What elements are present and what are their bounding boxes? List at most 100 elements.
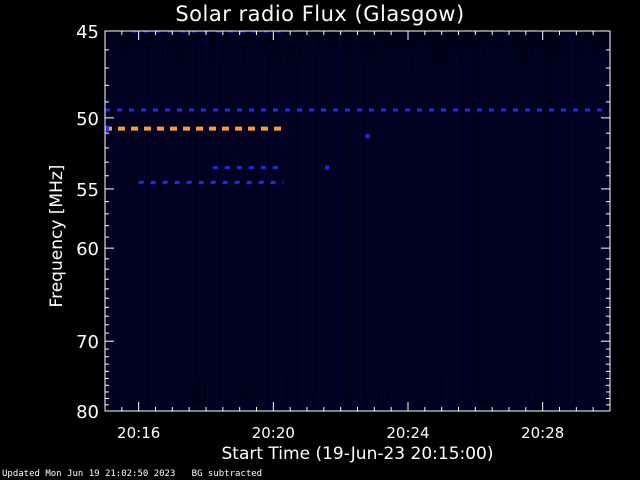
- noise-column: [258, 32, 260, 389]
- noise-column: [306, 43, 308, 411]
- noise-column: [381, 55, 383, 411]
- noise-column: [297, 45, 299, 408]
- noise-column: [564, 57, 566, 411]
- noise-column: [549, 70, 551, 411]
- noise-column: [279, 67, 281, 411]
- noise-column: [144, 45, 146, 411]
- noise-column: [366, 54, 368, 396]
- noise-column: [162, 58, 164, 411]
- y-tick-label: 80: [76, 402, 99, 423]
- noise-column: [114, 42, 116, 392]
- footer-note: BG subtracted: [191, 469, 263, 479]
- noise-column: [261, 46, 263, 405]
- noise-column: [351, 40, 353, 391]
- noise-column: [390, 52, 392, 411]
- noise-column: [360, 63, 362, 411]
- noise-column: [168, 48, 170, 396]
- noise-column: [429, 50, 431, 411]
- noise-column: [477, 44, 479, 411]
- noise-column: [315, 60, 317, 411]
- noise-column: [336, 49, 338, 408]
- noise-column: [276, 50, 278, 403]
- noise-column: [330, 47, 332, 407]
- emission-spot: [365, 134, 370, 139]
- noise-column: [555, 59, 557, 411]
- noise-column: [294, 66, 296, 411]
- noise-column: [246, 44, 248, 388]
- noise-column: [378, 36, 380, 388]
- noise-column: [252, 34, 254, 379]
- noise-layer: [105, 31, 610, 411]
- noise-column: [270, 67, 272, 411]
- noise-column: [426, 50, 428, 411]
- noise-column: [204, 36, 206, 385]
- noise-column: [186, 43, 188, 410]
- noise-column: [513, 43, 515, 411]
- emission-spot: [325, 165, 330, 170]
- noise-column: [348, 52, 350, 411]
- footer: Updated Mon Jun 19 21:02:50 2023 BG subt…: [2, 469, 262, 479]
- noise-column: [192, 41, 194, 384]
- noise-column: [216, 37, 218, 411]
- noise-column: [603, 44, 605, 410]
- plot-background: [105, 31, 610, 411]
- noise-column: [180, 68, 182, 411]
- noise-column: [363, 39, 365, 411]
- y-tick-label: 50: [76, 109, 99, 130]
- noise-column: [402, 48, 404, 411]
- y-tick-label: 70: [76, 332, 99, 353]
- noise-column: [453, 45, 455, 411]
- noise-column: [543, 48, 545, 411]
- noise-column: [201, 65, 203, 411]
- noise-column: [384, 53, 386, 411]
- noise-column: [483, 51, 485, 397]
- noise-column: [465, 41, 467, 402]
- noise-column: [333, 32, 335, 410]
- noise-column: [183, 56, 185, 411]
- y-tick-label: 60: [76, 239, 99, 260]
- noise-column: [567, 38, 569, 407]
- noise-column: [525, 62, 527, 406]
- noise-column: [312, 38, 314, 393]
- noise-column: [588, 59, 590, 411]
- y-tick-label: 55: [76, 180, 99, 201]
- noise-column: [498, 47, 500, 411]
- noise-column: [411, 70, 413, 411]
- noise-column: [444, 64, 446, 411]
- noise-column: [300, 57, 302, 411]
- noise-column: [120, 57, 122, 411]
- noise-column: [210, 59, 212, 411]
- noise-column: [546, 51, 548, 411]
- noise-column: [597, 66, 599, 411]
- x-axis: 20:16 20:20 20:24 20:28: [104, 31, 611, 442]
- noise-column: [159, 34, 161, 411]
- noise-column: [240, 50, 242, 411]
- noise-column: [462, 35, 464, 403]
- noise-column: [195, 45, 197, 402]
- noise-column: [474, 36, 476, 404]
- noise-column: [273, 69, 275, 411]
- noise-column: [552, 40, 554, 383]
- noise-column: [369, 45, 371, 411]
- noise-column: [582, 59, 584, 411]
- noise-column: [234, 37, 236, 411]
- noise-column: [354, 40, 356, 396]
- edge-spot: [105, 125, 109, 132]
- noise-column: [303, 37, 305, 410]
- noise-column: [399, 67, 401, 411]
- noise-column: [291, 62, 293, 411]
- noise-column: [288, 57, 290, 411]
- noise-column: [423, 39, 425, 397]
- noise-column: [504, 35, 506, 397]
- noise-column: [153, 47, 155, 397]
- noise-column: [420, 40, 422, 400]
- noise-column: [243, 61, 245, 411]
- noise-column: [126, 68, 128, 410]
- noise-column: [579, 50, 581, 411]
- noise-column: [198, 34, 200, 375]
- noise-column: [150, 49, 152, 411]
- noise-column: [459, 59, 461, 411]
- noise-column: [489, 41, 491, 390]
- noise-column: [147, 68, 149, 411]
